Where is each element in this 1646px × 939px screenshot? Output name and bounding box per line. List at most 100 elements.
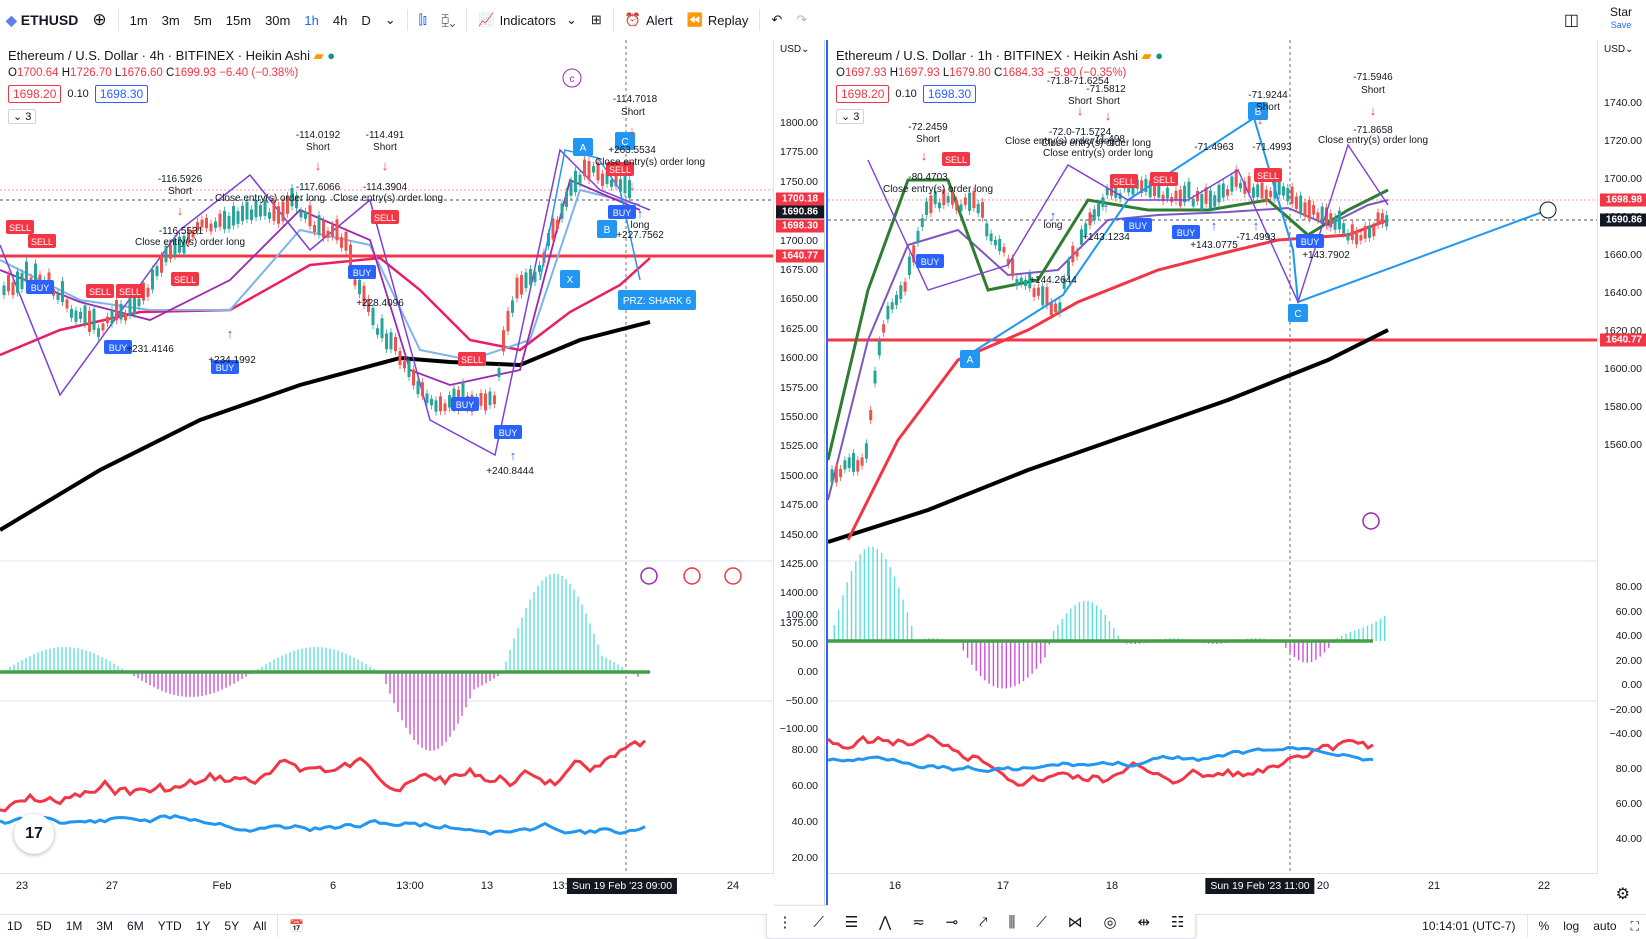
redo-button[interactable]: ↷ [789, 0, 814, 40]
price-badge: 1698.30 [776, 219, 824, 233]
candle-body [250, 209, 253, 221]
auto-toggle[interactable]: auto [1593, 919, 1617, 933]
bar-style-button[interactable]: ⫿⫾ [412, 0, 434, 40]
interval-3m[interactable]: 3m [161, 12, 180, 28]
compare-symbol-button[interactable]: ⊕ [85, 0, 113, 40]
horizontal-ray-icon[interactable]: ⊸ [945, 914, 959, 931]
log-toggle[interactable]: log [1563, 919, 1580, 933]
fullscreen-button[interactable]: ⛶ [1624, 919, 1646, 934]
price-range-icon[interactable]: ☷ [1170, 914, 1185, 931]
range-3m[interactable]: 3M [96, 919, 114, 933]
trade-annotation: long [631, 220, 650, 231]
candle-body [942, 189, 946, 206]
sell-price-button[interactable]: 1698.20 [8, 85, 62, 103]
percent-toggle[interactable]: % [1538, 919, 1550, 933]
indicators-button[interactable]: 📈 Indicators ⌄ [471, 0, 583, 40]
replay-button[interactable]: ⏪ Replay [680, 0, 756, 40]
fib-icon[interactable]: ☰ [844, 914, 859, 931]
alert-button[interactable]: ⏰ Alert [618, 0, 680, 40]
polyline-icon[interactable]: ⤤ [979, 913, 988, 931]
interval-d[interactable]: D [361, 12, 371, 28]
trade-annotation: Short [168, 186, 192, 197]
chart-canvas-1h[interactable]: BUY BUY BUY BUY SELL SELL SELL SELL A C B -71.5946 S… [828, 40, 1598, 874]
indicators-collapse-button[interactable]: ⌄ 3 [8, 109, 37, 124]
date-range-icon[interactable]: ⇹ [1137, 914, 1151, 931]
range-1y[interactable]: 1Y [195, 919, 211, 933]
undo-button[interactable]: ↶ [764, 0, 789, 40]
time-tick: 16 [888, 880, 902, 892]
go-to-date-button[interactable]: 📅 [282, 919, 311, 933]
chart-pane-4h[interactable]: SELL SELL SELL SELL SELL SELL SELL SELL BUY BUY BU… [0, 40, 825, 914]
interval-5m[interactable]: 5m [193, 12, 212, 28]
time-axis[interactable]: 23 27 Feb 6 13:00 13 13:0 24 Sun 19 Feb '23 09:0… [0, 873, 774, 914]
path-icon[interactable]: ≂ [912, 914, 925, 931]
price-tick: 1525.00 [780, 440, 818, 453]
range-1m[interactable]: 1M [65, 919, 83, 933]
symbol-search[interactable]: ◆ ETHUSD [0, 0, 85, 40]
candle-body [326, 230, 330, 238]
xabcd-icon[interactable]: ⋈ [1067, 914, 1083, 931]
range-1d[interactable]: 1D [7, 919, 23, 933]
time-axis[interactable]: 16 17 18 20 21 22 Sun 19 Feb '23 11:00 [828, 873, 1598, 914]
currency-unit[interactable]: USD⌄ [1604, 44, 1634, 55]
pattern-point-label: B [1255, 107, 1262, 118]
trend-line-icon[interactable]: ⟋ [813, 913, 824, 931]
candle-body [200, 219, 204, 228]
signal-label-bg [608, 205, 636, 219]
indicators-collapse-button[interactable]: ⌄ 3 [836, 109, 865, 124]
interval-1m[interactable]: 1m [129, 12, 148, 28]
chart-pane-1h[interactable]: BUY BUY BUY BUY SELL SELL SELL SELL A C B -71.5946 S… [826, 40, 1646, 914]
price-axis[interactable]: USD⌄ 1800.001775.001750.001725.001700.00… [773, 40, 824, 874]
interval-1h[interactable]: 1h [304, 12, 319, 28]
trade-annotation: -71.4993 [1236, 232, 1276, 243]
range-all[interactable]: All [253, 919, 267, 933]
trade-annotation: Close entry(s) order long [1043, 148, 1153, 159]
interval-30m[interactable]: 30m [265, 12, 291, 28]
clock[interactable]: 10:14:01 (UTC-7) [1422, 919, 1516, 933]
buy-price-button[interactable]: 1698.30 [94, 85, 149, 103]
candle-body [1256, 184, 1260, 198]
candle-style-button[interactable]: ⧮⌄ [434, 0, 462, 40]
range-5y[interactable]: 5Y [224, 919, 240, 933]
templates-button[interactable]: ⊞ [584, 0, 609, 40]
range-5d[interactable]: 5D [36, 919, 52, 933]
settings-gear-icon[interactable]: ⚙ [1615, 886, 1630, 903]
candle-body [1221, 183, 1225, 198]
layout-button[interactable]: ◫ [1557, 0, 1586, 40]
buy-price-button[interactable]: 1698.30 [922, 85, 977, 103]
curve-icon[interactable]: ◎ [1103, 914, 1117, 931]
candle-body [110, 309, 114, 324]
tradingview-logo[interactable]: 17 [14, 814, 54, 854]
candle-body [1088, 212, 1092, 226]
candle-body [164, 245, 168, 263]
price-axis[interactable]: USD⌄ 1740.001720.001700.001680.001660.00… [1597, 40, 1646, 874]
signal-label: SELL [31, 237, 53, 247]
candle-body [1376, 212, 1380, 226]
interval-dropdown[interactable]: ⌄ [378, 0, 403, 40]
candle-body [146, 287, 150, 297]
candle-body [331, 225, 334, 237]
trade-annotation: -72.0-71.5724 [1049, 127, 1112, 138]
ray-icon[interactable]: ⟋ [1036, 913, 1047, 931]
candle-body [349, 244, 352, 266]
trade-annotation: -71.8-71.6254 [1047, 76, 1110, 87]
interval-15m[interactable]: 15m [225, 12, 252, 28]
pattern-icon[interactable]: ⋀ [879, 914, 892, 931]
currency-unit[interactable]: USD⌄ [780, 44, 810, 55]
macd-tick: 80.00 [1615, 581, 1642, 593]
candle-body [1101, 197, 1105, 207]
range-6m[interactable]: 6M [127, 919, 144, 933]
sell-price-button[interactable]: 1698.20 [836, 85, 890, 103]
zigzag-line [867, 143, 1389, 304]
candle-body [1045, 287, 1049, 306]
bars-pattern-icon[interactable]: ⫼ [1008, 913, 1016, 931]
signal-label: BUY [1129, 221, 1148, 231]
save-layout-button[interactable]: Star Save [1610, 6, 1632, 32]
candle-body [1153, 180, 1156, 197]
candle-body [520, 275, 523, 295]
range-ytd[interactable]: YTD [157, 919, 182, 933]
drag-handle-icon[interactable]: ⋮ [777, 914, 793, 931]
candle-body [209, 223, 213, 232]
interval-4h[interactable]: 4h [332, 12, 348, 28]
